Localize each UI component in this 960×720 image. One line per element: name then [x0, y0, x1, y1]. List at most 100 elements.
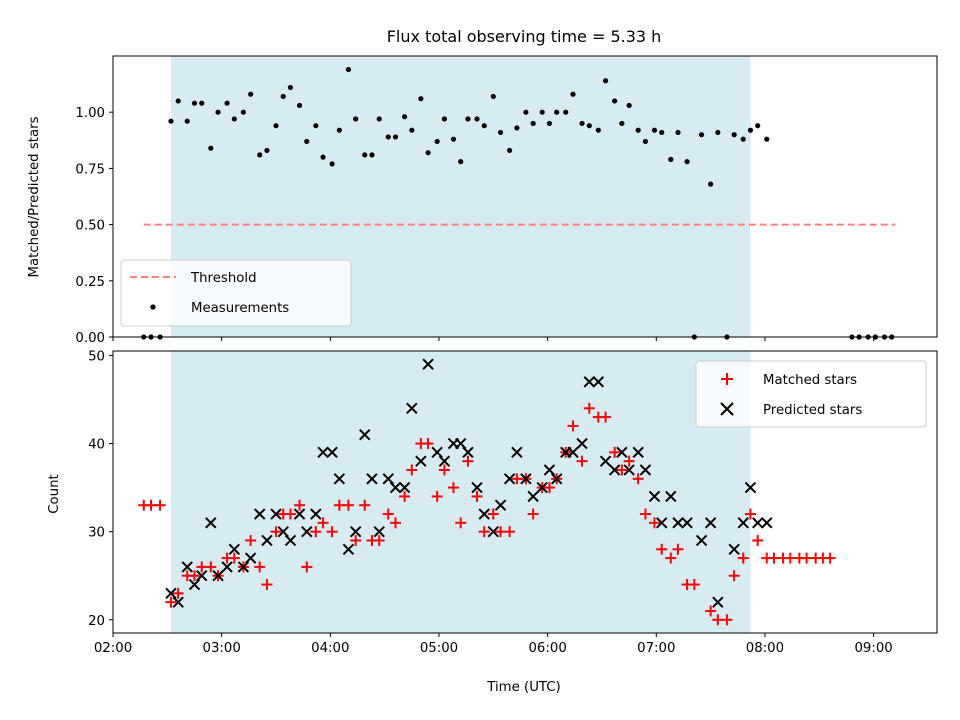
predicted-star-point	[737, 517, 749, 529]
predicted-star-point	[681, 517, 693, 529]
matched-star-point	[342, 499, 354, 511]
measurement-point	[376, 116, 382, 122]
top-legend-box	[120, 259, 352, 327]
measurement-point	[191, 100, 198, 106]
predicted-star-point	[665, 490, 677, 503]
top-legend: Threshold Measurements	[120, 259, 352, 327]
matched-star-point	[672, 543, 684, 555]
top-panel: 0.00 0.25 0.50 0.75 1.00 Flux total observin…	[27, 27, 938, 346]
measurement-point	[481, 123, 487, 129]
matched-star-point	[382, 508, 394, 520]
predicted-star-point	[310, 508, 322, 520]
matched-star-point	[527, 508, 539, 520]
measurement-point	[539, 109, 545, 115]
matched-star-point	[422, 438, 434, 450]
predicted-star-point	[270, 508, 282, 520]
y-tick-label: 0.50	[75, 219, 105, 234]
measurement-point	[675, 129, 681, 136]
y-tick-label: 40	[88, 438, 105, 453]
matched-star-point	[154, 499, 166, 511]
measurement-point	[353, 116, 359, 122]
predicted-star-point	[527, 490, 539, 503]
measurement-point	[497, 129, 504, 136]
predicted-stars-series	[165, 358, 773, 608]
matched-star-point	[245, 534, 257, 546]
measurement-point	[619, 120, 625, 127]
measurement-point	[546, 120, 553, 127]
predicted-star-point	[608, 464, 621, 476]
predicted-star-point	[623, 464, 635, 476]
y-tick-label: 50	[88, 349, 105, 364]
measurement-point	[369, 152, 375, 158]
y-tick-label: 0.75	[75, 162, 105, 177]
measurement-point	[668, 156, 674, 163]
x-tick-label: 06:00	[528, 641, 566, 656]
bottom-y-axis-label: Count	[47, 474, 62, 514]
x-tick-label: 08:00	[746, 641, 784, 656]
predicted-star-point	[503, 473, 516, 485]
measurement-point	[385, 134, 391, 140]
chart-title: Flux total observing time = 5.33 h	[387, 27, 662, 46]
predicted-star-point	[293, 508, 306, 520]
measurement-point	[208, 145, 214, 151]
measurement-point	[304, 138, 310, 145]
measurement-point	[579, 120, 585, 127]
predicted-star-point	[172, 596, 184, 608]
matched-star-point	[350, 534, 362, 546]
predicted-star-point	[511, 446, 523, 459]
measurement-point	[336, 127, 342, 133]
predicted-star-point	[478, 508, 490, 520]
x-tick-label: 03:00	[202, 641, 240, 656]
matched-star-point	[583, 402, 595, 414]
predicted-star-point	[181, 561, 193, 573]
matched-star-point	[462, 455, 474, 467]
predicted-star-point	[366, 473, 378, 485]
matched-star-point	[824, 552, 836, 564]
measurement-point	[764, 136, 770, 142]
predicted-star-point	[165, 587, 177, 600]
measurement-point	[240, 109, 246, 115]
predicted-star-point	[543, 464, 556, 476]
measurement-point	[224, 100, 230, 106]
matched-star-point	[623, 455, 635, 467]
predicted-star-point	[431, 446, 443, 459]
predicted-star-point	[196, 570, 208, 582]
legend-matched-label: Matched stars	[763, 373, 857, 388]
matched-star-point	[471, 490, 483, 502]
measurement-point	[595, 127, 601, 133]
matched-star-point	[639, 508, 651, 520]
measurement-point	[715, 129, 721, 136]
bottom-y-ticks: 20 30 40 50	[88, 349, 113, 629]
matched-star-point	[172, 587, 184, 599]
predicted-star-point	[752, 517, 764, 529]
predicted-star-point	[455, 437, 467, 450]
predicted-star-point	[406, 402, 418, 414]
predicted-star-point	[221, 561, 233, 573]
matched-star-point	[284, 508, 296, 520]
legend-measurements-swatch	[150, 304, 156, 310]
x-tick-label: 02:00	[94, 641, 132, 656]
matched-star-point	[609, 446, 621, 458]
matched-star-point	[270, 526, 282, 538]
matched-star-point	[326, 526, 338, 538]
matched-star-point	[728, 570, 740, 582]
matched-star-point	[228, 552, 240, 564]
measurement-point	[441, 116, 448, 122]
measurement-point	[401, 114, 408, 120]
y-tick-label: 0.25	[75, 275, 105, 290]
predicted-star-point	[349, 525, 362, 538]
predicted-star-point	[599, 455, 612, 467]
matched-star-point	[294, 499, 306, 511]
predicted-star-point	[359, 429, 371, 441]
legend-predicted-label: Predicted stars	[763, 403, 862, 418]
matched-star-point	[431, 490, 443, 502]
measurement-point	[264, 147, 270, 154]
predicted-star-point	[744, 481, 757, 494]
predicted-star-point	[342, 543, 355, 555]
matched-star-point	[616, 464, 628, 476]
measurement-point	[659, 129, 665, 136]
top-axes-frame	[112, 55, 938, 338]
predicted-star-point	[382, 473, 394, 485]
matched-star-point	[261, 579, 273, 591]
